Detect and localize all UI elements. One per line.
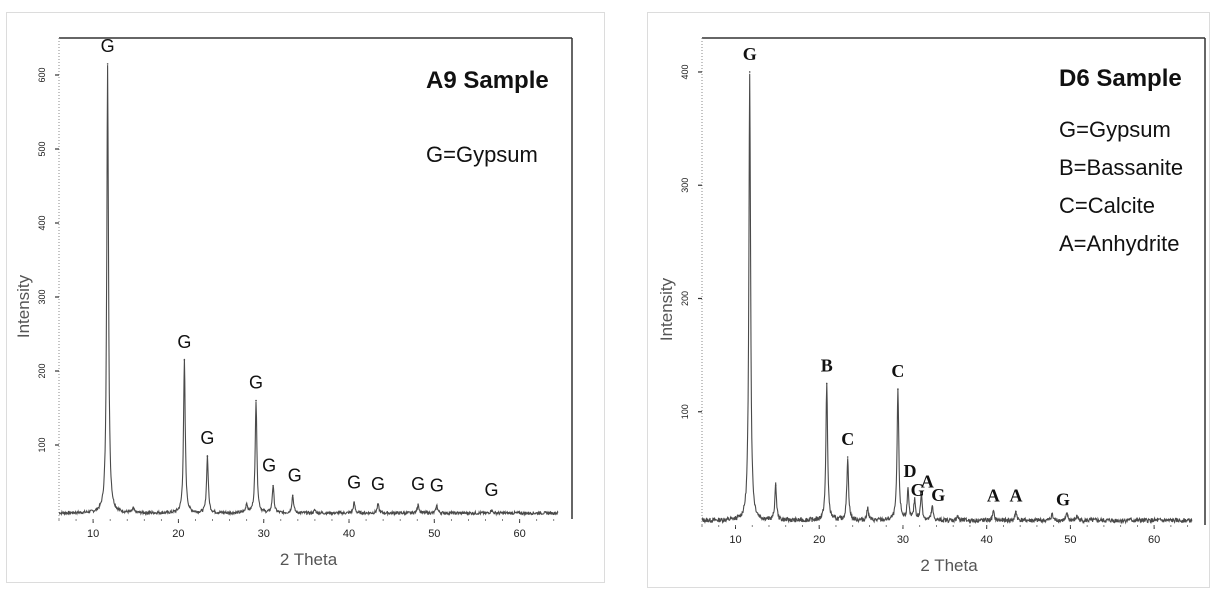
legend-entry: G=Gypsum (1059, 117, 1171, 142)
panel-frame (647, 12, 1210, 588)
diffraction-trace (701, 73, 1193, 525)
legend-entry: B=Bassanite (1059, 155, 1183, 180)
x-tick-label: 50 (1064, 534, 1076, 546)
y-tick-label: 100 (37, 437, 47, 452)
peak-point (206, 455, 209, 457)
legend-entry: G=Gypsum (426, 142, 538, 167)
peak-point (1128, 518, 1130, 521)
sample-title: A9 Sample (426, 67, 549, 94)
y-axis-title: Intensity (657, 277, 676, 341)
x-axis-title: 2 Theta (920, 556, 978, 575)
y-axis-title: Intensity (14, 274, 33, 338)
x-tick-label: 50 (428, 528, 440, 540)
peak-label: G (371, 474, 385, 494)
peak-point (846, 456, 849, 458)
y-tick-label: 200 (680, 291, 690, 306)
peak-label: G (200, 428, 214, 448)
peak-point (920, 492, 923, 495)
peak-point (490, 509, 493, 511)
peak-point (291, 494, 294, 497)
x-tick-label: 30 (258, 528, 270, 540)
y-tick-label: 300 (680, 178, 690, 193)
peak-label: C (841, 429, 854, 449)
peak-point (1015, 510, 1017, 513)
peak-point (436, 504, 438, 507)
peak-point (748, 71, 751, 73)
x-tick-label: 20 (813, 534, 825, 546)
peak-point (132, 507, 135, 510)
peak-label: G (931, 485, 945, 505)
peak-label: G (101, 36, 115, 56)
peak-point (245, 503, 248, 506)
peak-point (992, 510, 995, 513)
sample-title: D6 Sample (1059, 65, 1182, 92)
peak-point (272, 484, 274, 487)
peak-point (183, 359, 186, 361)
peak-label: G (249, 373, 263, 393)
x-tick-label: 10 (729, 534, 741, 546)
peak-label: A (987, 485, 1000, 505)
x-tick-label: 60 (1148, 534, 1160, 546)
peak-point (353, 501, 355, 504)
x-tick-label: 20 (172, 528, 184, 540)
y-tick-label: 500 (37, 141, 47, 156)
x-axis-title: 2 Theta (280, 550, 338, 569)
x-tick-label: 10 (87, 528, 99, 540)
peak-label: G (911, 480, 925, 500)
peak-point (1076, 515, 1078, 517)
peak-point (255, 399, 257, 402)
peak-point (956, 515, 959, 517)
peak-point (1066, 512, 1068, 515)
peak-label: G (288, 465, 302, 485)
x-tick-label: 60 (513, 528, 525, 540)
peak-point (417, 503, 419, 506)
y-tick-label: 600 (37, 67, 47, 82)
y-tick-label: 400 (37, 215, 47, 230)
x-tick-label: 30 (897, 534, 909, 546)
peak-label: D (903, 461, 916, 481)
peak-label: G (177, 332, 191, 352)
peak-label: B (821, 355, 833, 375)
y-tick-label: 200 (37, 363, 47, 378)
legend-entry: A=Anhydrite (1059, 231, 1179, 256)
peak-point (897, 388, 899, 390)
peak-label: C (891, 361, 904, 381)
x-tick-label: 40 (981, 534, 993, 546)
legend-entry: C=Calcite (1059, 193, 1155, 218)
peak-label: G (430, 476, 444, 496)
y-tick-label: 400 (680, 64, 690, 79)
peak-point (866, 507, 869, 509)
y-tick-label: 100 (680, 404, 690, 419)
panel-frame (6, 12, 605, 583)
peak-point (774, 484, 777, 487)
peak-label: G (743, 44, 757, 64)
y-tick-label: 300 (37, 289, 47, 304)
diffraction-trace (58, 65, 559, 517)
peak-point (913, 499, 916, 501)
peak-label: A (1009, 485, 1022, 505)
x-tick-label: 40 (343, 528, 355, 540)
peak-label: G (1056, 490, 1070, 510)
chart-panel-d6: 100 200 300 400 Intensity 10 20 30 40 50 60 2 Theta… (647, 12, 1210, 588)
peak-point (931, 506, 934, 508)
peak-point (907, 490, 909, 492)
chart-panel-a9: 100 200 300 400 500 600 Intensity 10 20 30 40 50 60 2… (6, 12, 605, 583)
peak-label: G (347, 473, 361, 493)
peak-label: G (484, 480, 498, 500)
peak-point (377, 503, 379, 506)
peak-point (106, 63, 109, 65)
peak-label: G (411, 474, 425, 494)
peak-label: A (921, 471, 934, 491)
peak-point (825, 382, 828, 385)
peak-label: G (262, 456, 276, 476)
peak-point (1051, 512, 1053, 515)
peak-point (314, 509, 316, 511)
